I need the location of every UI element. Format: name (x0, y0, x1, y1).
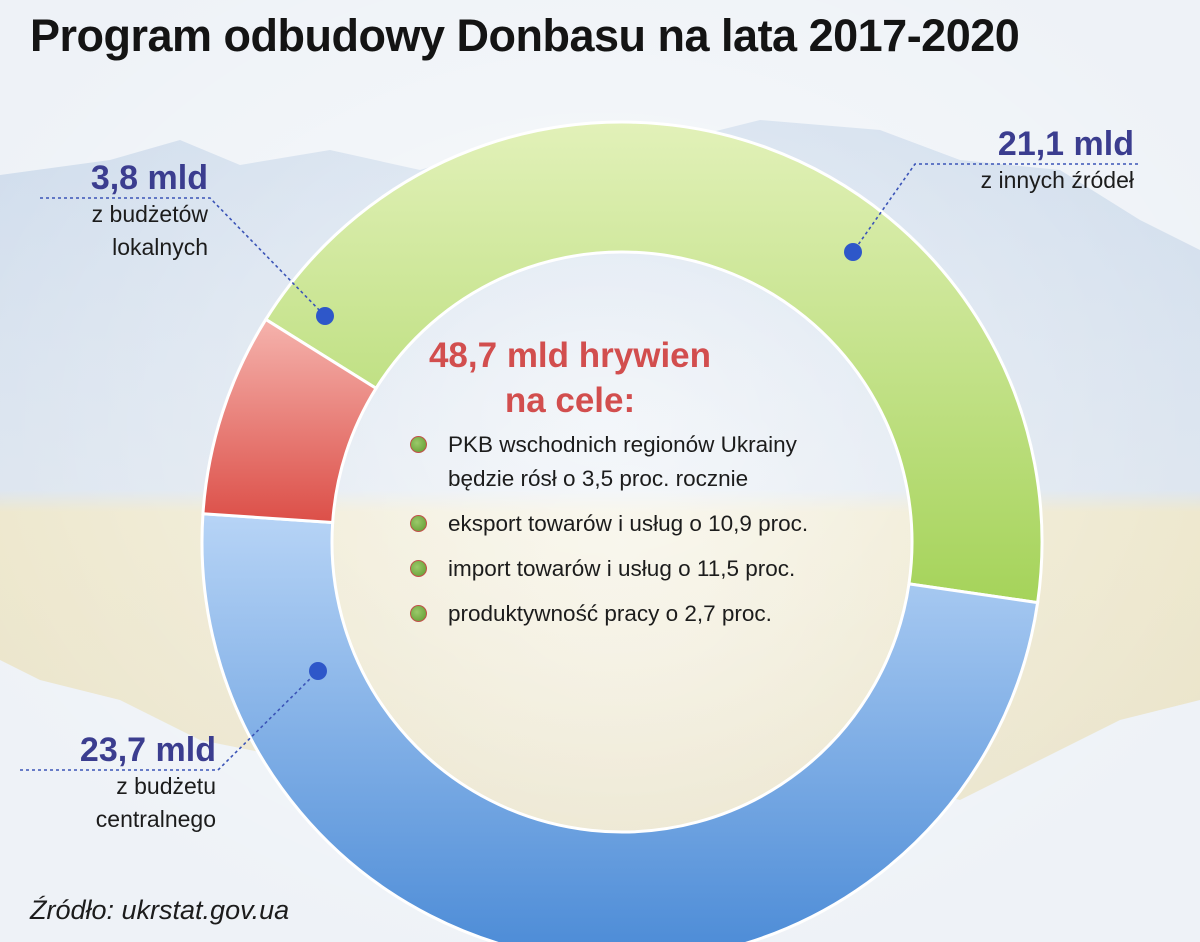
slice-local-budgets (201, 317, 379, 525)
slice-other-sources (263, 120, 1044, 605)
page-title: Program odbudowy Donbasu na lata 2017-20… (30, 10, 1020, 61)
callout-central-value: 23,7 mld (79, 731, 216, 769)
source-note: Źródło: ukrstat.gov.ua (30, 895, 290, 925)
slice-central-budget (200, 512, 1040, 942)
leader-local-dot (316, 307, 334, 325)
leader-local-line (40, 197, 326, 317)
callout-local-label: z budżetów (91, 201, 208, 227)
callout-other: 21,1 mld z innych źródeł (880, 124, 1134, 197)
callout-other-label: z innych źródeł (980, 167, 1134, 193)
callout-local-label: lokalnych (112, 234, 208, 260)
callout-local: 3,8 mld z budżetów lokalnych (40, 158, 208, 264)
callout-central-label: z budżetu (116, 773, 216, 799)
callout-central-label: centralnego (95, 806, 216, 832)
leader-other-line (852, 163, 1138, 253)
donut-hole (334, 254, 910, 830)
leader-other-dot (844, 243, 862, 261)
leader-central-dot (309, 662, 327, 680)
callout-other-value: 21,1 mld (997, 125, 1134, 163)
leader-central-line (20, 670, 319, 771)
callout-local-value: 3,8 mld (90, 159, 208, 197)
callout-central: 23,7 mld z budżetu centralnego (20, 730, 216, 836)
